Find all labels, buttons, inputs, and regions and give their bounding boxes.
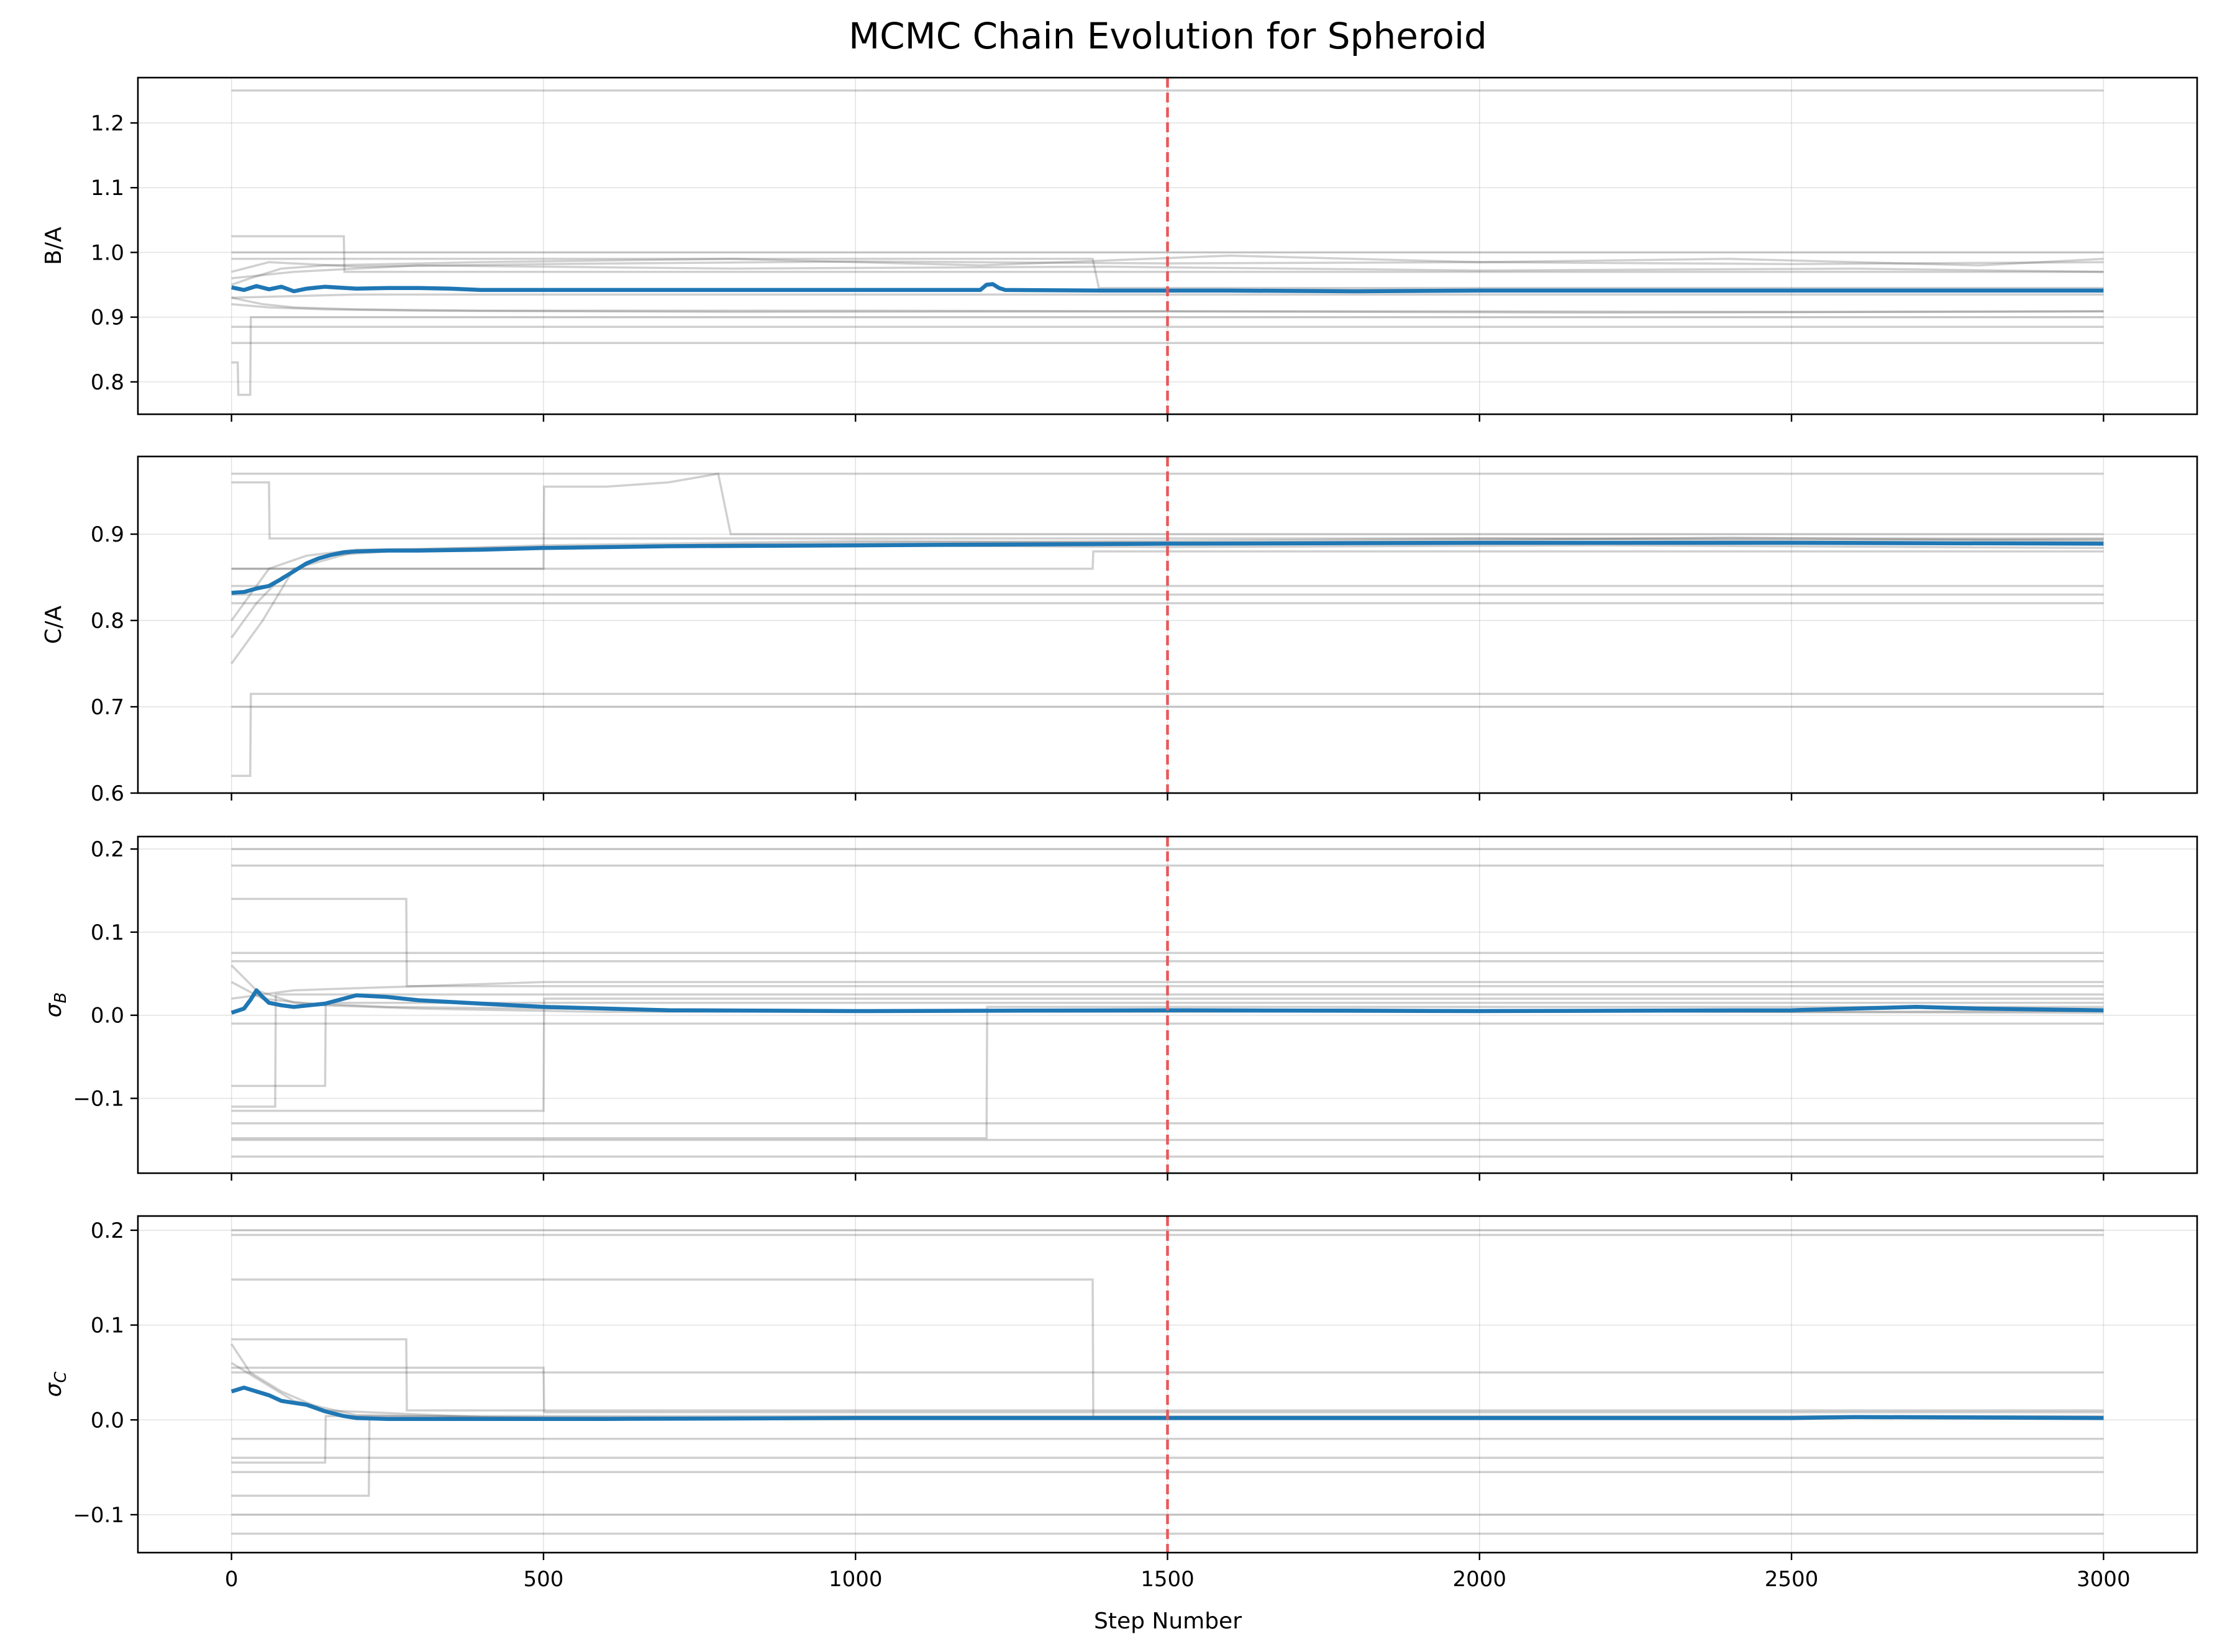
chart-title: MCMC Chain Evolution for Spheroid xyxy=(849,15,1487,57)
chain-line xyxy=(231,1366,2104,1414)
mean-chain-line xyxy=(231,540,2104,595)
subplot-2: 0.6 0.7 0.8 0.9 C/A xyxy=(41,455,2198,806)
x-axis-label: Step Number xyxy=(1094,1609,1242,1634)
chain-line xyxy=(231,692,2104,777)
y-tick-label: 0.1 xyxy=(91,1314,124,1338)
walker-chains xyxy=(231,89,2104,396)
chain-line xyxy=(231,315,2104,396)
y-tick-label: 0.9 xyxy=(91,522,124,547)
y-tick-label: 0.0 xyxy=(91,1408,124,1433)
mean-chain-line xyxy=(230,1386,2104,1421)
x-tick-label: 2000 xyxy=(1453,1567,1507,1592)
subplot-4: −0.1 0.0 0.1 0.2 0 500 1000 1500 2000 2500 3000 σC xyxy=(41,1215,2198,1592)
y-tick-label: −0.1 xyxy=(73,1503,124,1528)
x-tick-label: 0 xyxy=(225,1567,239,1592)
chain-line xyxy=(231,303,2104,314)
chain-line xyxy=(231,296,2104,314)
chain-line xyxy=(231,981,2104,1000)
chain-line xyxy=(231,993,2104,1108)
x-tick-label: 1500 xyxy=(1140,1567,1195,1592)
y-tick-label: 0.6 xyxy=(91,781,124,806)
x-tick-label: 3000 xyxy=(2077,1567,2131,1592)
chain-line xyxy=(231,897,2104,987)
chain-line xyxy=(231,264,2104,279)
chain-line xyxy=(231,997,2104,1112)
y-tick-label: 1.2 xyxy=(91,111,124,136)
chain-line xyxy=(231,1001,2104,1087)
chain-line xyxy=(231,472,2104,570)
y-axis-label: σC xyxy=(41,1371,70,1397)
x-tick-label: 2500 xyxy=(1765,1567,1819,1592)
y-axis-label: C/A xyxy=(41,606,66,644)
y-tick-label: −0.1 xyxy=(73,1087,124,1112)
subplot-1: 0.8 0.9 1.0 1.1 1.2 B/A xyxy=(41,76,2198,422)
subplot-stack: 0.8 0.9 1.0 1.1 1.2 B/A 0.6 0.7 0.8 0.9 C/A −0.1 0.0… xyxy=(41,76,2198,1592)
subplot-3: −0.1 0.0 0.1 0.2 σB xyxy=(41,835,2198,1181)
chain-line xyxy=(231,1338,2104,1412)
chain-line xyxy=(230,536,2104,665)
chain-line xyxy=(231,481,2104,540)
x-tick-label: 500 xyxy=(524,1567,564,1592)
chain-line xyxy=(231,235,2104,273)
y-tick-label: 0.0 xyxy=(91,1004,124,1028)
y-tick-label: 0.1 xyxy=(91,920,124,945)
chain-line xyxy=(231,254,2104,286)
x-tick-label: 1000 xyxy=(829,1567,883,1592)
chain-line xyxy=(231,260,2104,273)
chain-line xyxy=(231,1005,2104,1140)
y-tick-label: 0.8 xyxy=(91,370,124,395)
y-tick-label: 0.2 xyxy=(91,1219,124,1243)
mean-chain-line xyxy=(231,282,2104,294)
y-tick-label: 0.2 xyxy=(91,837,124,862)
y-axis-label: σB xyxy=(41,992,70,1018)
mean-chain-line xyxy=(230,988,2104,1015)
y-tick-label: 0.8 xyxy=(91,609,124,633)
y-tick-label: 0.9 xyxy=(91,306,124,330)
y-axis-label: B/A xyxy=(41,227,66,265)
chain-line xyxy=(231,258,2104,289)
y-tick-label: 0.7 xyxy=(91,695,124,720)
chain-line xyxy=(231,550,2104,570)
y-tick-label: 1.0 xyxy=(91,240,124,265)
chain-line xyxy=(231,293,2104,299)
y-tick-label: 1.1 xyxy=(91,176,124,201)
